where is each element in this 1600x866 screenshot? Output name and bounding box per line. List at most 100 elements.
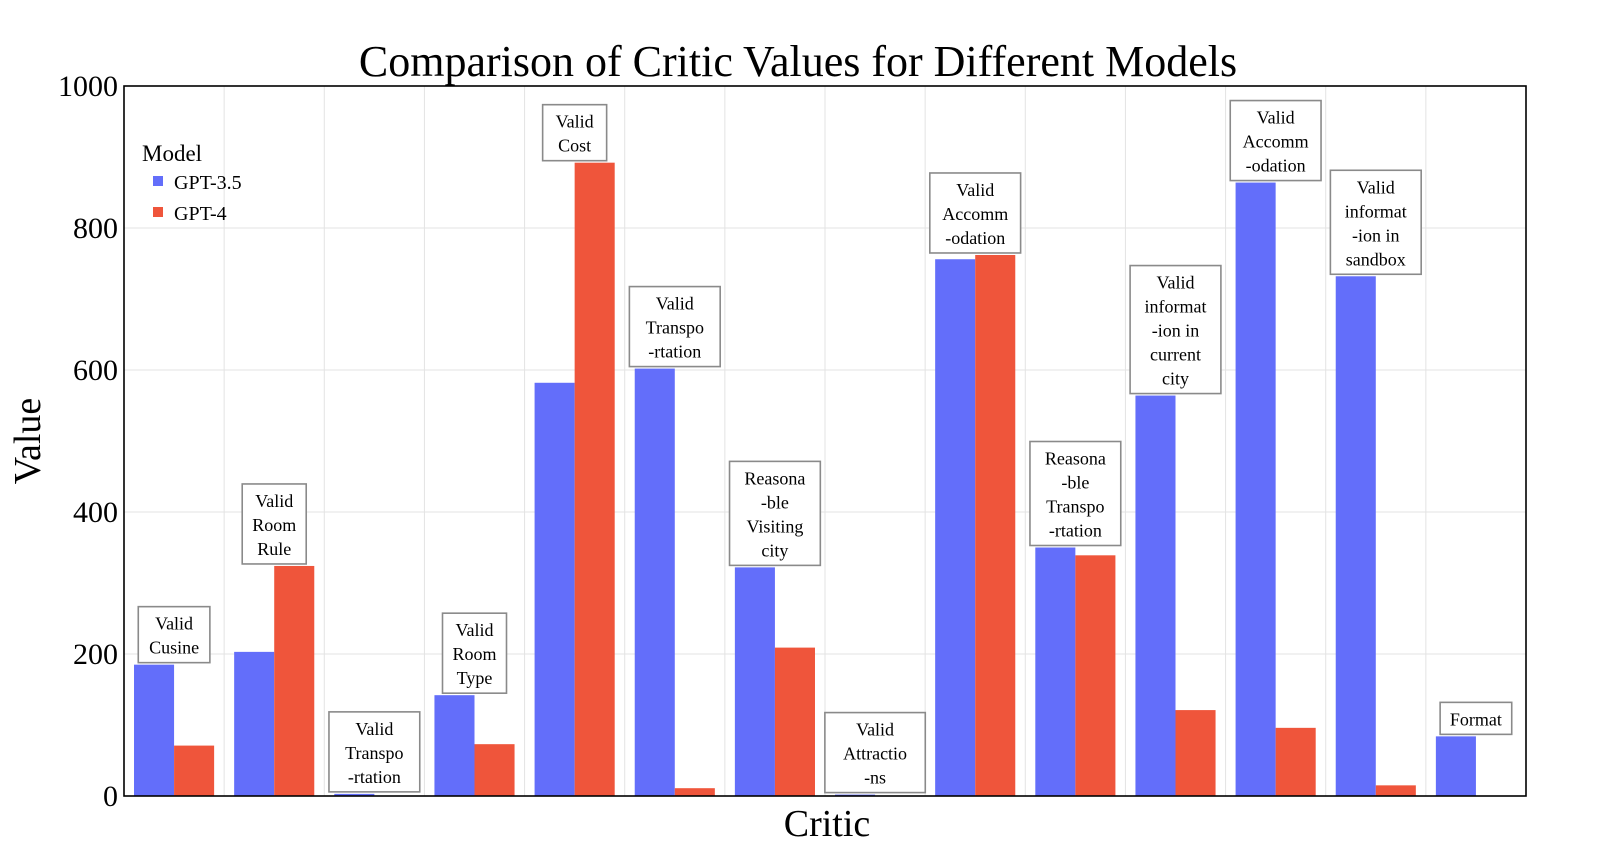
annotation-line: Valid — [1157, 273, 1195, 293]
legend-title: Model — [142, 141, 202, 166]
bar-annotation: Valid Accomm -odation — [1229, 99, 1322, 182]
bar-gpt-3-5-8 — [935, 259, 976, 796]
annotation-box — [1329, 169, 1422, 276]
bar-gpt-3-5-4 — [534, 382, 575, 796]
annotation-line: -ion in — [1152, 321, 1200, 341]
legend-swatch-gpt-4 — [153, 207, 163, 217]
bar-gpt-4-8 — [975, 254, 1016, 797]
bar-gpt-4-12 — [1375, 785, 1416, 796]
legend: Model GPT-3.5 GPT-4 — [142, 141, 242, 225]
annotation-label: Valid Cusine — [149, 614, 199, 658]
annotation-line: city — [1162, 369, 1189, 389]
bar-gpt-3-5-5 — [634, 368, 675, 796]
bar-annotation: Valid Room Type — [441, 612, 508, 694]
y-tick-label: 400 — [73, 496, 118, 529]
bar-annotation: Valid Attractio -ns — [824, 711, 927, 794]
y-tick-label: 200 — [73, 638, 118, 671]
annotation-line: Valid — [956, 180, 994, 200]
annotation-box — [541, 103, 608, 162]
y-tick-label: 600 — [73, 354, 118, 387]
annotation-line: Transpo — [345, 743, 403, 763]
bar-annotation: Valid Cost — [541, 103, 608, 162]
bar-gpt-3-5-6 — [734, 567, 775, 796]
annotation-line: Attractio — [843, 744, 907, 764]
bar-gpt-3-5-10 — [1135, 395, 1176, 796]
bar-gpt-4-9 — [1075, 555, 1116, 796]
annotation-line: city — [761, 540, 788, 560]
annotation-line: Valid — [656, 294, 694, 314]
bar-gpt-4-6 — [774, 647, 815, 796]
annotation-line: -ble — [761, 492, 789, 512]
legend-label-gpt-3-5: GPT-3.5 — [174, 172, 242, 194]
annotation-label: Valid Accomm -odation — [1243, 108, 1309, 176]
plot-frame — [123, 85, 1527, 797]
bar-gpt-4-5 — [674, 788, 715, 796]
legend-label-gpt-4: GPT-4 — [174, 203, 227, 225]
annotation-box — [1029, 440, 1122, 547]
annotation-line: informat — [1345, 201, 1407, 221]
annotation-line: Rule — [257, 539, 291, 559]
bar-gpt-3-5-9 — [1035, 547, 1076, 796]
annotation-line: Accomm — [942, 204, 1008, 224]
annotation-box — [824, 711, 927, 794]
annotation-box — [1439, 701, 1513, 736]
annotation-line: Valid — [1357, 177, 1395, 197]
bars — [134, 162, 1476, 797]
bar-gpt-3-5-2 — [334, 793, 375, 796]
y-axis-label: Value — [7, 398, 49, 485]
annotation-line: -ns — [864, 768, 886, 788]
bar-gpt-4-0 — [174, 745, 215, 796]
bar-gpt-3-5-12 — [1335, 276, 1376, 796]
bar-gpt-4-3 — [474, 744, 515, 796]
annotation-line: Valid — [556, 112, 594, 132]
bar-gpt-4-10 — [1175, 710, 1216, 796]
annotation-line: current — [1150, 345, 1201, 365]
annotation-box — [628, 285, 721, 368]
annotation-box — [728, 460, 822, 567]
annotation-label: Valid Transpo -rtation — [345, 719, 403, 787]
annotation-line: Cusine — [149, 638, 199, 658]
bar-gpt-3-5-3 — [434, 695, 475, 796]
bar-annotation: Reasona -ble Transpo -rtation — [1029, 440, 1122, 547]
annotation-box — [1229, 99, 1322, 182]
grid-lines — [123, 85, 1527, 797]
bar-annotation: Valid Transpo -rtation — [628, 285, 721, 368]
annotation-line: Room — [452, 644, 496, 664]
annotation-line: Cost — [558, 136, 591, 156]
y-axis-ticks: 0 200 400 600 800 1000 — [58, 70, 118, 813]
annotation-box — [241, 483, 308, 565]
x-axis-label: Critic — [784, 803, 871, 845]
annotation-line: -odation — [1246, 156, 1306, 176]
annotation-line: Valid — [1257, 108, 1295, 128]
annotation-line: Valid — [456, 620, 494, 640]
annotation-label: Valid Transpo -rtation — [646, 294, 704, 362]
y-tick-label: 800 — [73, 212, 118, 245]
legend-swatch-gpt-3-5 — [153, 176, 163, 186]
bar-gpt-4-4 — [574, 162, 615, 796]
bar-gpt-3-5-13 — [1435, 736, 1476, 796]
annotation-line: Accomm — [1243, 132, 1309, 152]
annotation-label: Valid Cost — [556, 112, 594, 156]
annotation-line: Type — [457, 668, 493, 688]
bar-annotation: Valid informat -ion in sandbox — [1329, 169, 1422, 276]
bar-annotation: Valid Cusine — [137, 605, 211, 664]
annotation-line: Room — [252, 515, 296, 535]
annotation-line: -rtation — [648, 342, 701, 362]
bar-gpt-3-5-11 — [1235, 182, 1276, 796]
annotation-label: Valid Attractio -ns — [843, 720, 907, 788]
annotation-line: Valid — [355, 719, 393, 739]
annotation-line: Reasona — [1045, 449, 1106, 469]
annotation-label: Reasona -ble Visiting city — [744, 468, 805, 560]
annotation-box — [1129, 264, 1222, 395]
bar-gpt-3-5-1 — [234, 651, 275, 796]
annotation-line: Visiting — [746, 516, 803, 536]
bar-gpt-4-1 — [274, 565, 315, 796]
annotation-label: Format — [1450, 709, 1502, 729]
bar-annotations: Valid Cusine Valid Room Rule Valid Transpo -rta… — [137, 99, 1513, 794]
annotation-line: Transpo — [1046, 497, 1104, 517]
bar-annotation: Valid informat -ion in current city — [1129, 264, 1222, 395]
annotation-box — [929, 172, 1022, 254]
chart-title: Comparison of Critic Values for Differen… — [359, 37, 1237, 86]
annotation-line: Reasona — [744, 468, 805, 488]
